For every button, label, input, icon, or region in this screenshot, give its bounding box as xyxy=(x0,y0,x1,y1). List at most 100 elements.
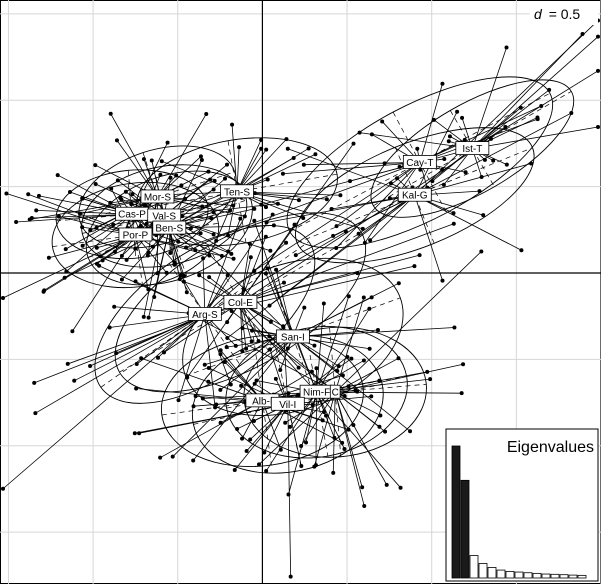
individual-point xyxy=(281,280,286,285)
individual-point xyxy=(158,455,163,460)
individual-point xyxy=(349,356,354,361)
star-ray xyxy=(287,148,415,196)
star-ray xyxy=(254,162,421,272)
star-ray xyxy=(215,191,238,241)
star-ray xyxy=(414,194,522,251)
individual-point xyxy=(225,335,230,340)
individual-point xyxy=(284,240,289,245)
individual-point xyxy=(232,467,237,472)
star-ray xyxy=(414,195,443,281)
individual-point xyxy=(252,218,257,223)
individual-point xyxy=(112,304,117,309)
group-label-box xyxy=(223,294,258,309)
individual-point xyxy=(351,141,356,146)
star-ray xyxy=(265,273,294,338)
eigenvalue-bar-2 xyxy=(460,479,470,579)
group-label-text: Vil-I xyxy=(279,400,296,411)
individual-point xyxy=(477,189,482,194)
group-label-cas-p: Cas-P xyxy=(115,206,149,221)
individual-point xyxy=(274,267,279,272)
star-ray xyxy=(236,139,262,192)
star-ray xyxy=(234,404,289,471)
individual-point xyxy=(119,277,124,282)
star-ray xyxy=(472,126,599,149)
individual-point xyxy=(535,115,540,120)
individual-point xyxy=(519,248,524,253)
individual-point xyxy=(222,359,227,364)
individual-point xyxy=(231,256,236,261)
individual-point xyxy=(361,295,366,300)
individual-point xyxy=(149,158,154,163)
individual-point xyxy=(285,146,290,151)
individual-point xyxy=(280,171,285,176)
individual-point xyxy=(380,119,385,124)
group-label-por-p: Por-P xyxy=(118,227,153,241)
individual-point xyxy=(172,262,177,267)
individual-point xyxy=(244,346,249,351)
star-ray xyxy=(159,400,263,459)
individual-point xyxy=(447,134,452,139)
individual-point xyxy=(239,383,244,388)
individual-point xyxy=(299,464,304,469)
individual-point xyxy=(119,197,124,202)
group-label-mor-s: Mor-S xyxy=(140,189,175,203)
individual-point xyxy=(312,343,317,348)
star-ray xyxy=(292,336,411,432)
star-ray xyxy=(287,404,292,577)
star-ray xyxy=(121,227,170,280)
star-ray xyxy=(204,218,241,315)
eigenvalue-bar-4 xyxy=(478,563,488,579)
individual-point xyxy=(271,223,276,228)
group-star-kal-g xyxy=(264,18,600,308)
individual-point xyxy=(144,221,149,226)
individual-point xyxy=(362,240,367,245)
individual-point xyxy=(34,208,39,213)
individual-point xyxy=(240,326,245,331)
individual-point xyxy=(151,244,156,249)
individual-point xyxy=(177,277,182,282)
star-ray xyxy=(240,138,492,303)
eigenvalue-bar-8 xyxy=(514,571,524,579)
star-ray xyxy=(231,310,336,393)
individual-point xyxy=(345,354,350,359)
individual-point xyxy=(88,228,93,233)
individual-point xyxy=(1,296,5,301)
individual-point xyxy=(382,161,387,166)
eigenvalue-bars xyxy=(451,445,587,579)
individual-point xyxy=(63,247,68,252)
star-ray xyxy=(110,113,158,198)
star-ray xyxy=(336,162,421,227)
individual-point xyxy=(265,177,270,182)
individual-point xyxy=(264,469,269,474)
individual-point xyxy=(459,391,464,396)
star-ray xyxy=(163,164,228,217)
individual-point xyxy=(68,190,73,195)
group-label-box xyxy=(275,329,310,344)
individual-point xyxy=(80,225,85,230)
individual-point xyxy=(176,398,181,403)
individual-point xyxy=(257,462,262,467)
star-ray xyxy=(240,143,354,303)
individual-point xyxy=(331,470,336,475)
individual-point xyxy=(377,378,382,383)
individual-point xyxy=(288,424,293,429)
individual-point xyxy=(41,289,46,294)
star-ray xyxy=(74,314,206,382)
star-ray xyxy=(292,282,400,338)
group-label-arg-s: Arg-S xyxy=(187,307,222,321)
individual-point xyxy=(284,137,289,142)
individual-point xyxy=(334,245,339,250)
star-ray xyxy=(220,349,263,402)
star-ray xyxy=(414,111,458,196)
individual-point xyxy=(207,253,212,258)
individual-point xyxy=(240,349,245,354)
individual-point xyxy=(165,140,170,145)
star-ray xyxy=(334,251,482,393)
eigenvalue-bar-5 xyxy=(487,567,497,579)
star-ray xyxy=(157,314,206,359)
individual-point xyxy=(201,256,206,261)
individual-point xyxy=(230,122,235,127)
star-ray xyxy=(135,234,149,290)
star-ray xyxy=(240,257,252,303)
individual-point xyxy=(267,303,272,308)
